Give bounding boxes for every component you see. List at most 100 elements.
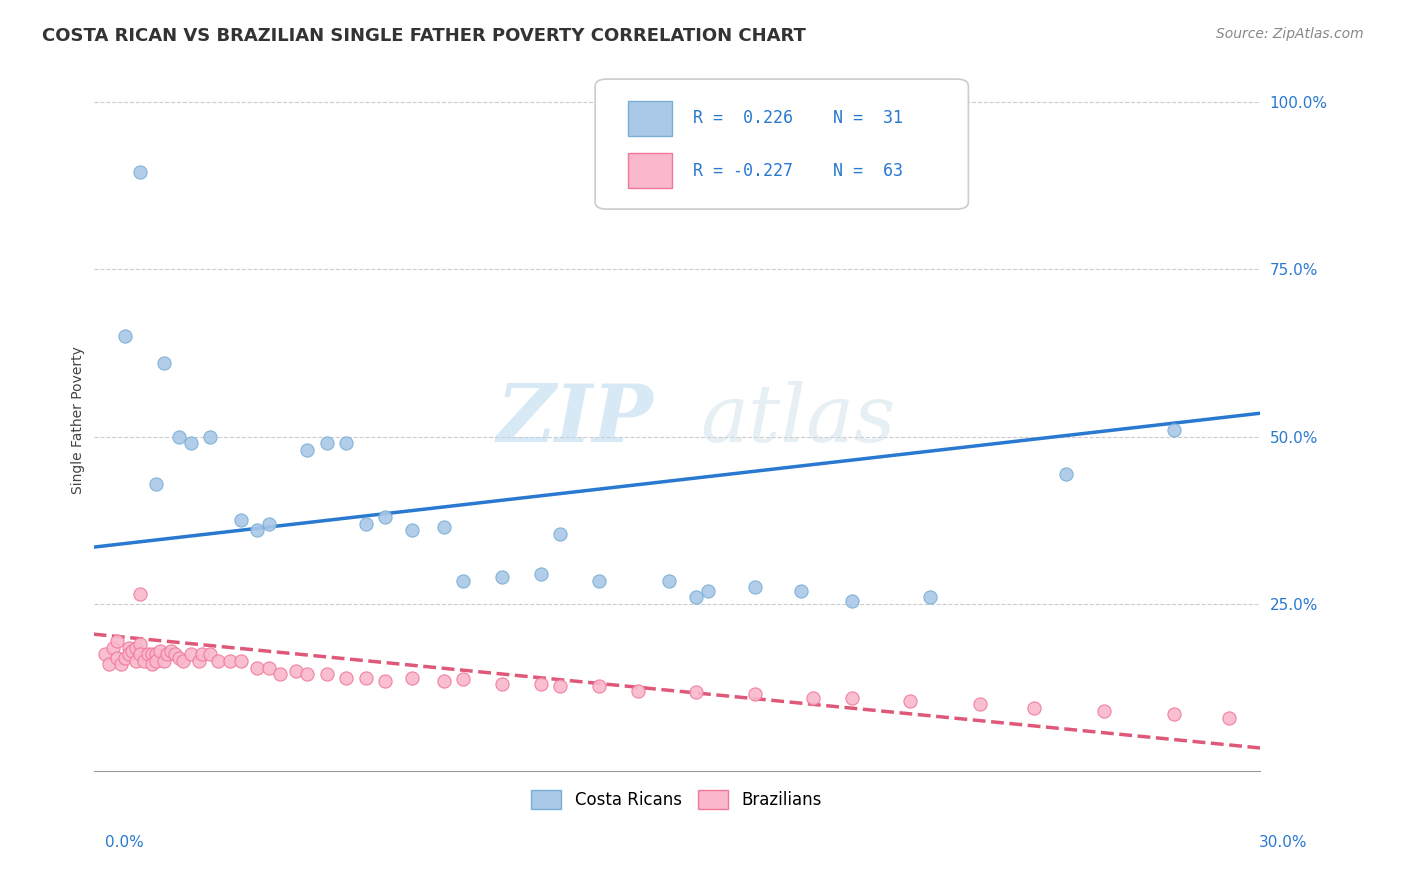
Point bbox=[530, 677, 553, 691]
Point bbox=[200, 647, 222, 661]
Point bbox=[145, 476, 167, 491]
FancyBboxPatch shape bbox=[628, 101, 672, 136]
Point bbox=[134, 654, 156, 668]
Point bbox=[101, 640, 124, 655]
Legend: Costa Ricans, Brazilians: Costa Ricans, Brazilians bbox=[524, 783, 828, 816]
Text: 30.0%: 30.0% bbox=[1260, 836, 1308, 850]
Point bbox=[129, 587, 152, 601]
Point bbox=[165, 647, 187, 661]
Point bbox=[801, 690, 824, 705]
Point bbox=[744, 580, 766, 594]
Point bbox=[898, 694, 921, 708]
Point bbox=[790, 583, 813, 598]
Point bbox=[432, 520, 454, 534]
Point bbox=[231, 654, 253, 668]
Text: Source: ZipAtlas.com: Source: ZipAtlas.com bbox=[1216, 27, 1364, 41]
Point bbox=[548, 526, 571, 541]
Y-axis label: Single Father Poverty: Single Father Poverty bbox=[72, 346, 86, 494]
Point bbox=[685, 591, 707, 605]
Point bbox=[491, 677, 513, 691]
Point bbox=[156, 647, 179, 661]
Point bbox=[969, 698, 991, 712]
Point bbox=[530, 566, 553, 581]
Point bbox=[141, 657, 163, 672]
Point bbox=[218, 654, 240, 668]
Point bbox=[588, 679, 610, 693]
Point bbox=[191, 647, 214, 661]
Point bbox=[451, 672, 474, 686]
Point bbox=[1094, 704, 1116, 718]
Text: R =  0.226    N =  31: R = 0.226 N = 31 bbox=[693, 110, 903, 128]
Point bbox=[315, 667, 337, 681]
Point bbox=[401, 671, 423, 685]
Point bbox=[335, 436, 357, 450]
Point bbox=[374, 673, 396, 688]
Point bbox=[841, 593, 863, 607]
Point bbox=[1054, 467, 1077, 481]
Point bbox=[200, 430, 222, 444]
Text: ZIP: ZIP bbox=[496, 381, 654, 458]
Point bbox=[696, 583, 718, 598]
Point bbox=[246, 524, 269, 538]
Point bbox=[136, 647, 159, 661]
Point bbox=[187, 654, 209, 668]
Point bbox=[129, 647, 152, 661]
Point bbox=[246, 660, 269, 674]
Point bbox=[180, 647, 202, 661]
Point bbox=[1218, 711, 1240, 725]
Point bbox=[172, 654, 194, 668]
Point bbox=[207, 654, 229, 668]
Point bbox=[117, 640, 139, 655]
Text: atlas: atlas bbox=[700, 381, 896, 458]
Point bbox=[105, 650, 128, 665]
Point bbox=[451, 574, 474, 588]
FancyBboxPatch shape bbox=[595, 79, 969, 209]
Point bbox=[401, 524, 423, 538]
Point bbox=[588, 574, 610, 588]
Point bbox=[1163, 423, 1185, 437]
Point bbox=[152, 356, 174, 370]
Point bbox=[297, 443, 319, 458]
Point bbox=[125, 654, 148, 668]
Point bbox=[297, 667, 319, 681]
Point bbox=[121, 644, 143, 658]
Point bbox=[94, 647, 117, 661]
Point bbox=[141, 647, 163, 661]
FancyBboxPatch shape bbox=[628, 153, 672, 188]
Point bbox=[110, 657, 132, 672]
Point bbox=[685, 685, 707, 699]
Point bbox=[257, 516, 280, 531]
Point bbox=[129, 637, 152, 651]
Point bbox=[149, 644, 172, 658]
Point bbox=[627, 684, 650, 698]
Point bbox=[354, 671, 377, 685]
Point bbox=[841, 690, 863, 705]
Text: COSTA RICAN VS BRAZILIAN SINGLE FATHER POVERTY CORRELATION CHART: COSTA RICAN VS BRAZILIAN SINGLE FATHER P… bbox=[42, 27, 806, 45]
Point bbox=[117, 647, 139, 661]
Point bbox=[1163, 707, 1185, 722]
Point bbox=[145, 647, 167, 661]
Point bbox=[374, 510, 396, 524]
Point bbox=[284, 664, 307, 678]
Point bbox=[918, 591, 941, 605]
Point bbox=[114, 650, 136, 665]
Point bbox=[105, 633, 128, 648]
Point bbox=[548, 679, 571, 693]
Point bbox=[125, 640, 148, 655]
Text: R = -0.227    N =  63: R = -0.227 N = 63 bbox=[693, 161, 903, 179]
Point bbox=[180, 436, 202, 450]
Point bbox=[152, 654, 174, 668]
Point bbox=[257, 660, 280, 674]
Point bbox=[145, 654, 167, 668]
Point bbox=[1024, 700, 1046, 714]
Point bbox=[354, 516, 377, 531]
Point bbox=[335, 671, 357, 685]
Point bbox=[1268, 712, 1291, 726]
Point bbox=[315, 436, 337, 450]
Point bbox=[269, 667, 291, 681]
Point bbox=[167, 650, 190, 665]
Text: 0.0%: 0.0% bbox=[105, 836, 145, 850]
Point bbox=[160, 644, 183, 658]
Point bbox=[129, 165, 152, 179]
Point bbox=[432, 673, 454, 688]
